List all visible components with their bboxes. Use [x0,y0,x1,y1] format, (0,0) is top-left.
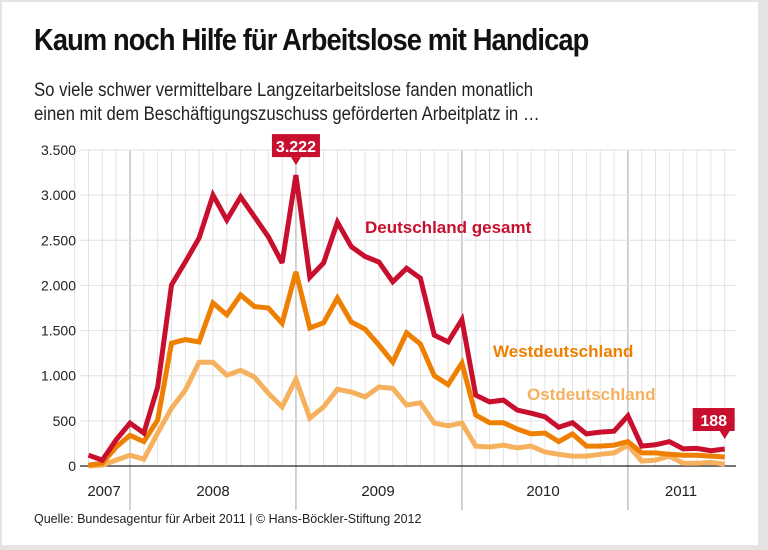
subtitle-line-2: einen mit dem Beschäftigungszuschuss gef… [34,104,540,125]
x-tick-label: 2011 [665,483,697,500]
source-note: Quelle: Bundesagentur für Arbeit 2011 | … [34,512,422,526]
x-tick-label: 2008 [196,483,229,500]
y-tick-label: 3.500 [41,142,76,158]
x-tick-label: 2010 [526,483,559,500]
x-tick-label: 2007 [87,483,120,500]
subtitle-line-1: So viele schwer vermittelbare Langzeitar… [34,80,534,101]
value-callout: 188 [692,408,735,440]
callout-box [271,134,320,158]
value-callout: 3.222 [271,134,320,166]
series-label-deutschland: Deutschland gesamt [365,218,532,237]
callout-box [692,408,735,432]
y-tick-label: 1.500 [41,323,76,339]
callout-label: 3.222 [276,139,316,156]
y-tick-label: 2.000 [41,277,76,293]
y-tick-label: 0 [68,458,76,474]
callout-label: 188 [700,413,727,430]
y-tick-label: 1.000 [41,368,76,384]
chart-title: Kaum noch Hilfe für Arbeitslose mit Hand… [34,22,589,57]
y-tick-label: 500 [53,413,77,429]
x-tick-label: 2009 [361,483,394,500]
callout-pointer [719,431,730,440]
y-tick-label: 2.500 [41,232,76,248]
y-tick-label: 3.000 [41,187,76,203]
callout-pointer [290,157,301,166]
series-label-ost: Ostdeutschland [527,385,655,404]
series-label-west: Westdeutschland [493,342,633,361]
